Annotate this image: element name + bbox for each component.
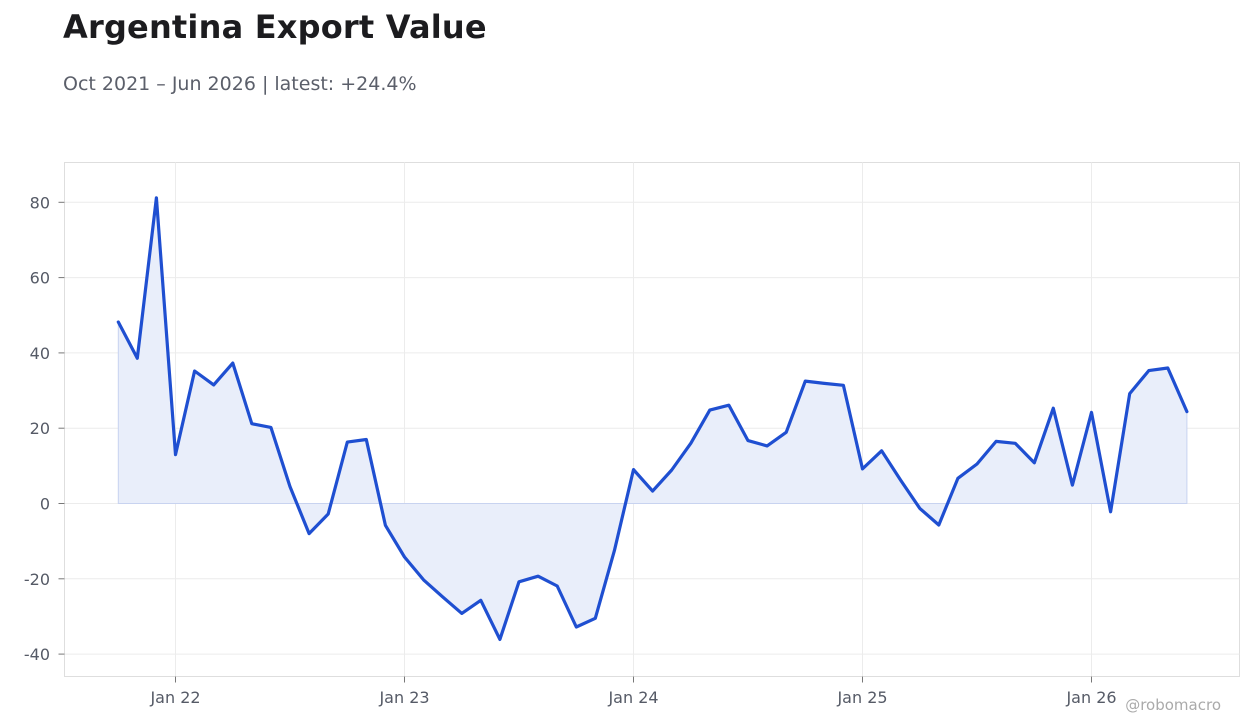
data-point (155, 196, 158, 199)
watermark: @robomacro (1125, 696, 1221, 714)
data-point (269, 426, 272, 429)
data-point (193, 370, 196, 373)
data-point (384, 524, 387, 527)
data-point (174, 453, 177, 456)
data-point (880, 449, 883, 452)
x-tick-label: Jan 22 (149, 688, 200, 707)
plot-area (64, 162, 1240, 677)
data-point (651, 490, 654, 493)
data-point (308, 532, 311, 535)
data-point (537, 575, 540, 578)
data-point (518, 580, 521, 583)
data-point (346, 441, 349, 444)
line-layer (116, 196, 1189, 641)
data-point (708, 409, 711, 412)
data-point (556, 585, 559, 588)
data-point (250, 422, 253, 425)
data-point (861, 467, 864, 470)
x-tick-label: Jan 25 (836, 688, 887, 707)
x-tick-label: Jan 23 (378, 688, 429, 707)
data-point (479, 599, 482, 602)
data-point (1147, 369, 1150, 372)
data-point (1109, 510, 1112, 513)
data-point (1033, 461, 1036, 464)
data-point (1166, 367, 1169, 370)
chart-title: Argentina Export Value (63, 8, 487, 46)
data-point (842, 384, 845, 387)
data-point (956, 477, 959, 480)
data-point (899, 479, 902, 482)
data-point (747, 439, 750, 442)
data-point (422, 578, 425, 581)
y-axis-ticks: 80 60 40 20 0 -20 -40 (24, 193, 65, 664)
data-point (1128, 392, 1131, 395)
y-tick-label: 60 (30, 269, 50, 288)
data-point (613, 549, 616, 552)
y-tick-label: -40 (24, 645, 50, 664)
data-point (289, 485, 292, 488)
x-tick-label: Jan 26 (1065, 688, 1116, 707)
data-point (918, 507, 921, 510)
data-point (804, 380, 807, 383)
data-point (212, 383, 215, 386)
data-point (594, 617, 597, 620)
data-point (1052, 407, 1055, 410)
data-point (670, 469, 673, 472)
data-point (117, 321, 120, 324)
data-point (575, 626, 578, 629)
data-point (766, 444, 769, 447)
y-tick-label: 20 (30, 419, 50, 438)
data-point (727, 404, 730, 407)
y-tick-label: -20 (24, 570, 50, 589)
data-point (632, 468, 635, 471)
series-line (116, 196, 1189, 641)
data-point (689, 442, 692, 445)
data-point (498, 638, 501, 641)
y-tick-label: 80 (30, 193, 50, 212)
data-point (441, 595, 444, 598)
data-point (937, 524, 940, 527)
data-point (1185, 410, 1188, 413)
data-point (327, 513, 330, 516)
data-point (1014, 442, 1017, 445)
data-point (976, 463, 979, 466)
y-tick-label: 40 (30, 344, 50, 363)
x-axis-ticks: Jan 22 Jan 23 Jan 24 Jan 25 Jan 26 (149, 676, 1117, 707)
data-point (460, 612, 463, 615)
data-point (1071, 484, 1074, 487)
data-point (1090, 411, 1093, 414)
data-point (785, 431, 788, 434)
y-tick-label: 0 (40, 495, 50, 514)
data-point (403, 556, 406, 559)
data-point (995, 440, 998, 443)
data-point (823, 382, 826, 385)
chart-subtitle: Oct 2021 – Jun 2026 | latest: +24.4% (63, 73, 417, 95)
data-point (231, 362, 234, 365)
x-tick-label: Jan 24 (607, 688, 658, 707)
data-point (136, 357, 139, 360)
data-point (365, 438, 368, 441)
